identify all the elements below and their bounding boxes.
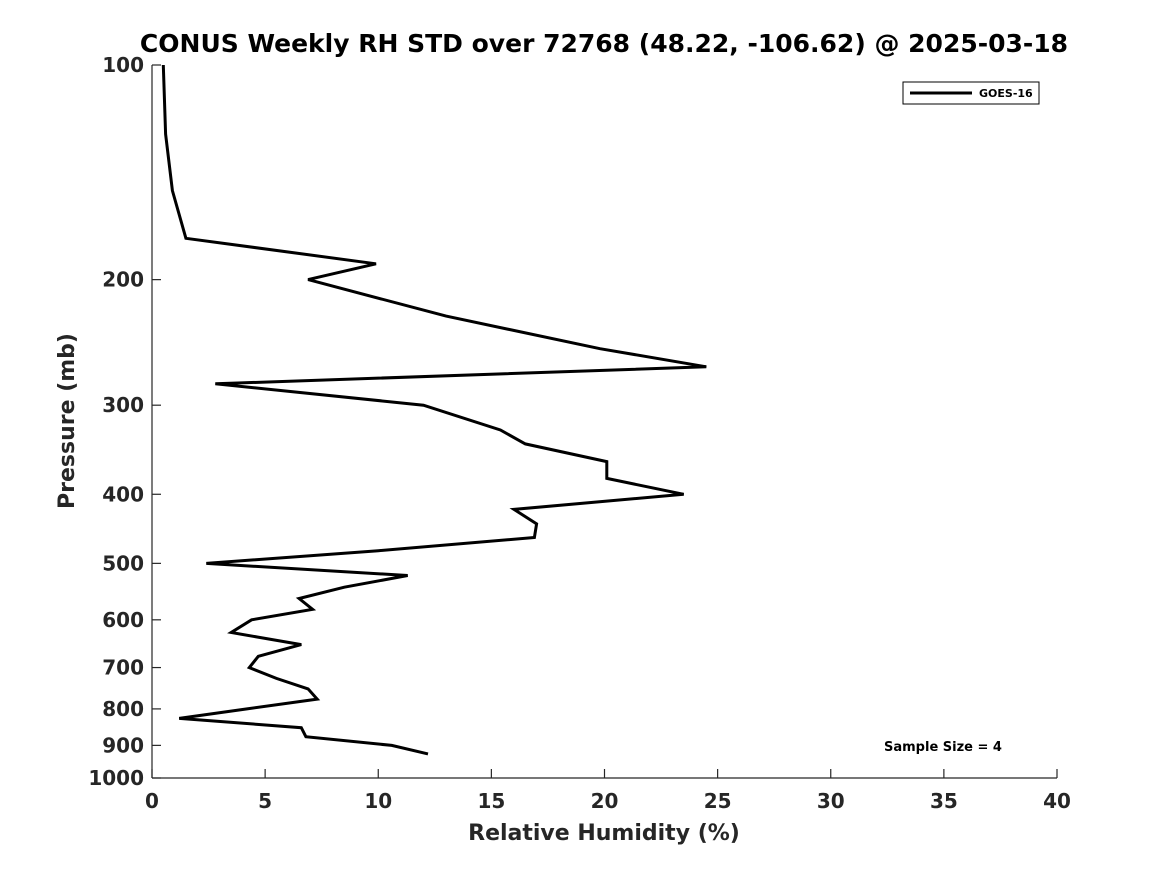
y-tick-label: 300 (102, 393, 144, 417)
x-axis-label: Relative Humidity (%) (468, 821, 740, 846)
y-axis-label: Pressure (mb) (55, 333, 80, 509)
x-tick-label: 20 (591, 789, 619, 813)
legend-label-goes-16: GOES-16 (979, 87, 1033, 100)
y-tick-label: 600 (102, 608, 144, 632)
y-tick-label: 1000 (88, 766, 144, 790)
chart-title: CONUS Weekly RH STD over 72768 (48.22, -… (140, 29, 1068, 58)
x-tick-label: 35 (930, 789, 958, 813)
x-tick-label: 15 (477, 789, 505, 813)
x-tick-label: 0 (145, 789, 159, 813)
y-tick-label: 200 (102, 268, 144, 292)
y-tick-label: 800 (102, 697, 144, 721)
x-tick-label: 5 (258, 789, 272, 813)
y-tick-label: 700 (102, 656, 144, 680)
x-tick-label: 40 (1043, 789, 1071, 813)
x-tick-label: 10 (364, 789, 392, 813)
series-line-goes-16 (161, 64, 707, 756)
axes: 0 5 10 15 20 25 30 35 40 100 200 300 400 500 600 700 800… (88, 53, 1071, 813)
y-tick-label: 100 (102, 53, 144, 77)
y-tick-label: 400 (102, 482, 144, 506)
legend: GOES-16 (902, 81, 1040, 105)
sample-size-annotation: Sample Size = 4 (884, 740, 1002, 755)
x-tick-label: 30 (817, 789, 845, 813)
y-tick-label: 900 (102, 733, 144, 757)
y-tick-label: 500 (102, 551, 144, 575)
x-tick-label: 25 (704, 789, 732, 813)
plot-area (161, 64, 707, 756)
